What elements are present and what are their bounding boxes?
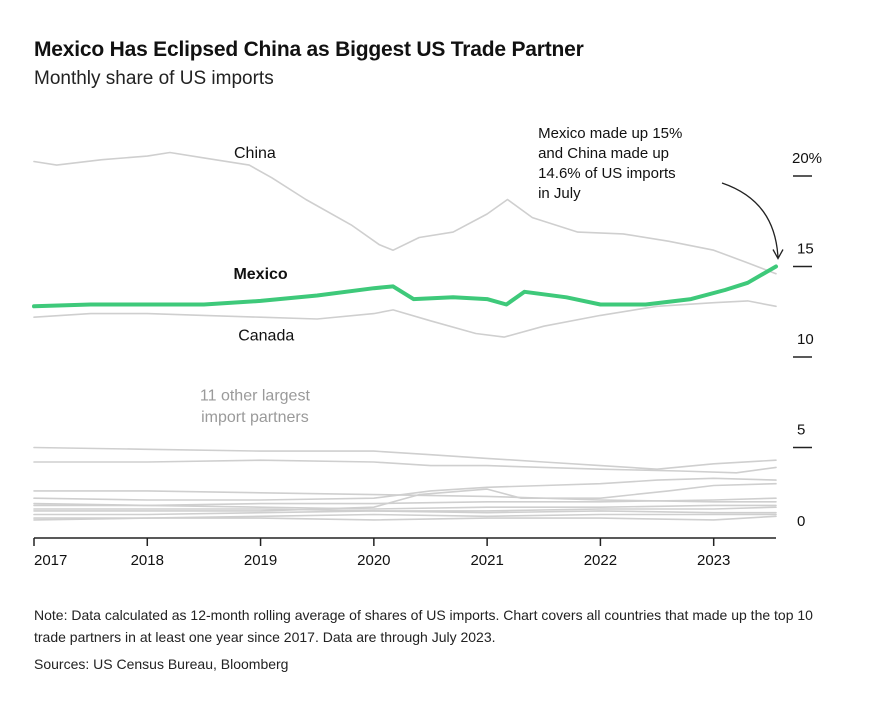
series-line-other-13	[33, 515, 777, 521]
y-tick-label: 15	[797, 241, 814, 258]
annotation: Mexico made up 15% and China made up 14.6%…	[538, 125, 784, 260]
series-lines	[32, 151, 778, 521]
x-tick-label: 2023	[697, 552, 730, 569]
series-line-other-6	[33, 482, 777, 512]
y-tick-label: 10	[797, 331, 814, 348]
chart-subtitle: Monthly share of US imports	[34, 68, 274, 89]
x-tick-label: 2020	[357, 552, 390, 569]
series-line-other-10	[33, 506, 777, 516]
series-label: China	[234, 145, 276, 162]
series-label: import partners	[201, 409, 309, 426]
series-line-other-7	[33, 490, 777, 503]
series-line-other-9	[33, 502, 777, 510]
x-tick-label: 2019	[244, 552, 277, 569]
y-tick-label: 20%	[792, 150, 822, 167]
annotation-line: 14.6% of US imports	[538, 165, 676, 182]
series-line-other-4	[33, 459, 777, 474]
series-line-mexico	[32, 264, 778, 309]
annotation-line: Mexico made up 15%	[538, 125, 682, 142]
annotation-line: and China made up	[538, 145, 669, 162]
x-tick-label: 2021	[470, 552, 503, 569]
series-label: 11 other largest	[200, 387, 311, 404]
series-line-china	[33, 151, 777, 275]
annotation-arrowhead	[772, 249, 784, 260]
sources: Sources: US Census Bureau, Bloomberg	[34, 656, 289, 672]
x-tick-label: 2017	[34, 552, 67, 569]
chart-title: Mexico Has Eclipsed China as Biggest US …	[34, 38, 584, 61]
footnote: Note: Data calculated as 12-month rollin…	[34, 607, 813, 645]
series-line-other-5	[33, 477, 777, 501]
series-line-canada	[33, 300, 777, 338]
series-labels: China Mexico Canada 11 other largest import …	[200, 145, 311, 426]
series-line-other-11	[33, 508, 777, 514]
annotation-arrow	[721, 182, 779, 258]
x-tick-label: 2018	[131, 552, 164, 569]
annotation-line: in July	[538, 185, 581, 202]
x-tick-label: 2022	[584, 552, 617, 569]
y-tick-label: 5	[797, 422, 805, 439]
series-label: Canada	[238, 328, 294, 345]
series-line-other-3	[33, 446, 777, 470]
axes: 2017 2018 2019 2020 2021 2022 2023 0 5 10 15 20%	[33, 150, 822, 569]
line-chart: 2017 2018 2019 2020 2021 2022 2023 0 5 10 15 20% Ch…	[32, 125, 822, 569]
series-label: Mexico	[233, 266, 287, 283]
y-tick-label: 0	[797, 513, 805, 530]
